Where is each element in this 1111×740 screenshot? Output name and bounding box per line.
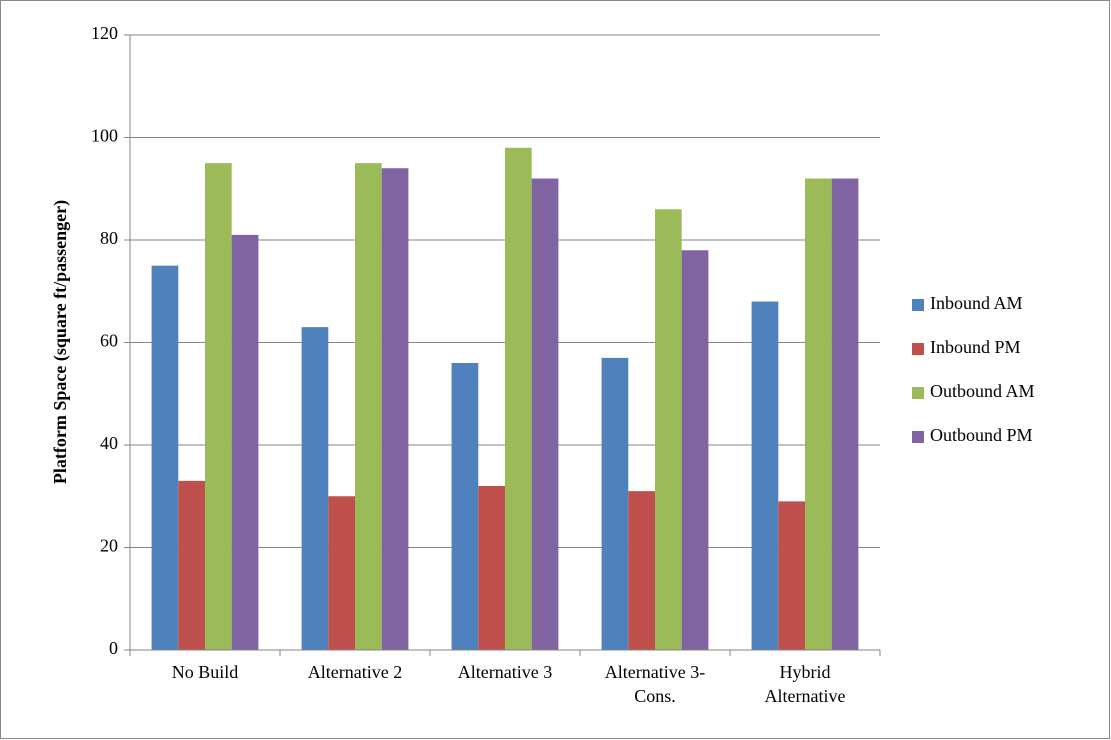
legend-swatch bbox=[912, 343, 924, 355]
bar bbox=[301, 327, 329, 650]
y-tick-label: 0 bbox=[109, 638, 118, 658]
y-tick-label: 40 bbox=[100, 433, 118, 453]
bar bbox=[655, 209, 682, 650]
y-tick-label: 60 bbox=[100, 331, 118, 351]
x-tick-label: Alternative 3 bbox=[457, 662, 553, 682]
bar bbox=[805, 178, 832, 650]
legend-swatch bbox=[912, 299, 924, 311]
bar bbox=[628, 491, 655, 650]
bar bbox=[355, 163, 382, 650]
bar bbox=[778, 501, 805, 650]
bar bbox=[231, 234, 259, 650]
bar bbox=[751, 301, 779, 650]
bar bbox=[151, 265, 179, 650]
legend-swatch bbox=[912, 431, 924, 443]
bar bbox=[601, 357, 629, 650]
bar bbox=[381, 168, 409, 650]
bar bbox=[531, 178, 559, 650]
legend-label: Inbound PM bbox=[930, 337, 1021, 357]
x-tick-label: Hybrid Alternative bbox=[764, 662, 846, 706]
bar bbox=[328, 496, 355, 650]
legend-swatch bbox=[912, 387, 924, 399]
x-tick-label: Alternative 3- Cons. bbox=[604, 662, 706, 706]
y-tick-label: 120 bbox=[91, 23, 118, 43]
bar bbox=[831, 178, 859, 650]
bar bbox=[681, 250, 709, 650]
bar bbox=[178, 480, 205, 650]
x-tick-label: Alternative 2 bbox=[307, 662, 403, 682]
x-tick-label: No Build bbox=[171, 662, 239, 682]
bar bbox=[505, 147, 532, 650]
bar bbox=[205, 163, 232, 650]
legend-label: Outbound PM bbox=[930, 425, 1033, 445]
bar bbox=[451, 363, 479, 650]
y-tick-label: 80 bbox=[100, 228, 118, 248]
y-tick-label: 20 bbox=[100, 536, 118, 556]
y-axis-label: Platform Space (square ft/passenger) bbox=[50, 200, 71, 484]
y-tick-label: 100 bbox=[91, 126, 118, 146]
bar bbox=[478, 486, 505, 650]
legend-label: Inbound AM bbox=[930, 293, 1023, 313]
legend-label: Outbound AM bbox=[930, 381, 1035, 401]
